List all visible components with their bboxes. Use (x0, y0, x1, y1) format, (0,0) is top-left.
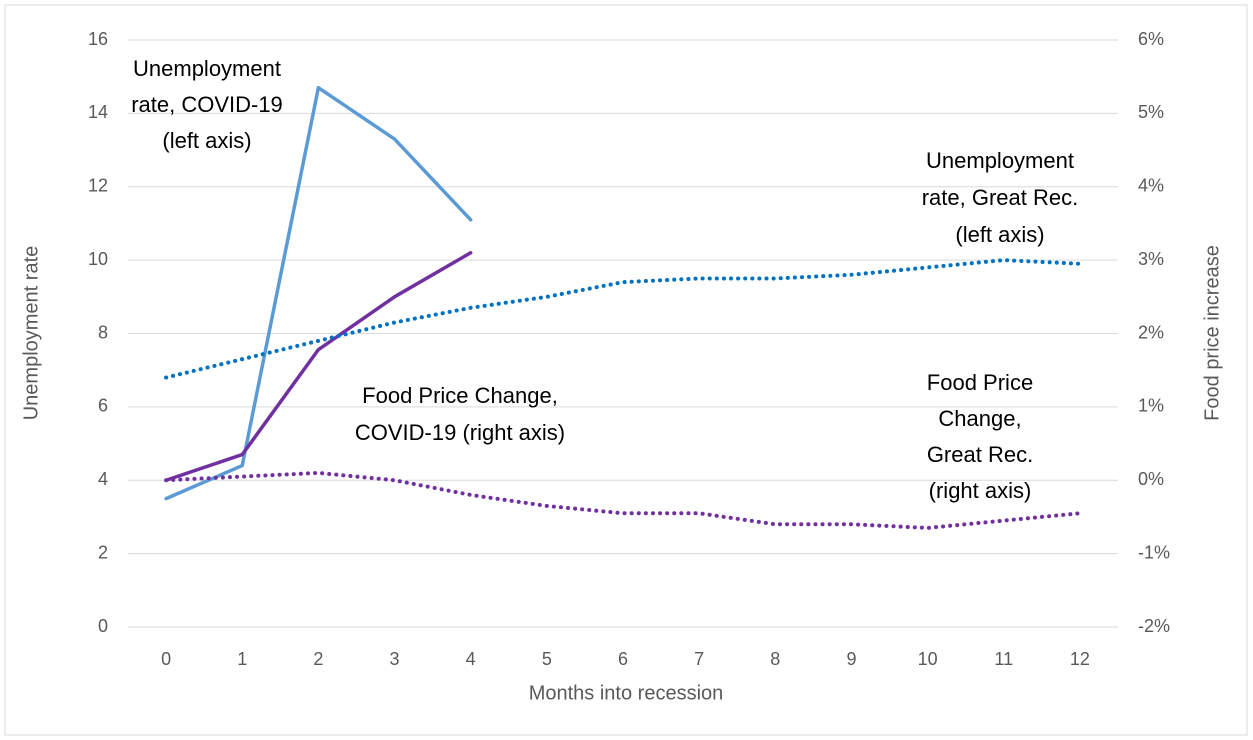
series-line (164, 470, 1082, 530)
series-line (164, 258, 1082, 380)
annotation: (left axis) (955, 222, 1044, 247)
x-tick-label: 4 (466, 649, 476, 669)
y-axis-title: Unemployment rate (20, 246, 42, 421)
annotation: rate, Great Rec. (922, 185, 1079, 210)
y2-tick-label: 2% (1138, 322, 1164, 342)
y-tick-label: 14 (88, 102, 108, 122)
y2-tick-label: 5% (1138, 102, 1164, 122)
annotation: (right axis) (929, 478, 1032, 503)
x-tick-label: 2 (313, 649, 323, 669)
y2-tick-label: 1% (1138, 396, 1164, 416)
x-tick-label: 9 (846, 649, 856, 669)
annotation: Unemployment (133, 56, 281, 81)
annotation: (left axis) (162, 128, 251, 153)
annotation: Change, (938, 406, 1021, 431)
y2-tick-label: 0% (1138, 469, 1164, 489)
y-tick-label: 2 (98, 542, 108, 562)
y2-tick-label: 3% (1138, 249, 1164, 269)
x-tick-label: 5 (542, 649, 552, 669)
y2-tick-label: 4% (1138, 176, 1164, 196)
x-tick-label: 7 (694, 649, 704, 669)
y-tick-label: 8 (98, 322, 108, 342)
x-tick-label: 6 (618, 649, 628, 669)
y2-axis-title: Food price increase (1201, 245, 1223, 421)
y-tick-label: 0 (98, 616, 108, 636)
y2-tick-label: -2% (1138, 616, 1170, 636)
y-tick-label: 6 (98, 396, 108, 416)
x-tick-label: 8 (770, 649, 780, 669)
y-tick-label: 4 (98, 469, 108, 489)
x-tick-label: 3 (390, 649, 400, 669)
y-tick-label: 12 (88, 176, 108, 196)
x-tick-label: 1 (237, 649, 247, 669)
series-line (164, 251, 473, 482)
annotation: COVID-19 (right axis) (355, 420, 565, 445)
chart-border (4, 4, 1248, 736)
y2-tick-label: -1% (1138, 542, 1170, 562)
annotation: Food Price (927, 370, 1033, 395)
x-axis-title: Months into recession (529, 682, 724, 704)
x-tick-label: 10 (918, 649, 938, 669)
x-tick-label: 0 (161, 649, 171, 669)
y-tick-label: 10 (88, 249, 108, 269)
x-tick-label: 11 (994, 649, 1013, 669)
x-tick-label: 12 (1070, 649, 1090, 669)
annotation: Great Rec. (927, 442, 1033, 467)
annotation: rate, COVID-19 (131, 92, 283, 117)
y2-tick-label: 6% (1138, 29, 1164, 49)
annotation: Food Price Change, (362, 383, 558, 408)
y-tick-label: 16 (88, 29, 108, 49)
annotation: Unemployment (926, 148, 1074, 173)
